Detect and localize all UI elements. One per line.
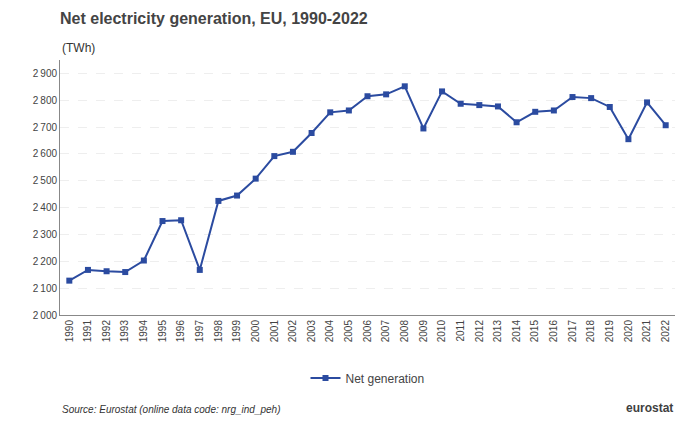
svg-text:2006: 2006 [362, 320, 373, 343]
svg-text:2019: 2019 [604, 320, 615, 343]
svg-text:1996: 1996 [175, 320, 186, 343]
svg-text:1990: 1990 [64, 320, 75, 343]
svg-text:2007: 2007 [380, 320, 391, 343]
svg-text:2012: 2012 [474, 320, 485, 343]
svg-text:2003: 2003 [306, 320, 317, 343]
svg-text:2008: 2008 [399, 320, 410, 343]
svg-text:2 300: 2 300 [33, 229, 58, 240]
svg-text:2017: 2017 [567, 320, 578, 343]
svg-text:Source: Eurostat (online data: Source: Eurostat (online data code: nrg_… [62, 404, 280, 415]
svg-text:2010: 2010 [436, 320, 447, 343]
svg-text:1995: 1995 [157, 320, 168, 343]
svg-text:1993: 1993 [119, 320, 130, 343]
svg-text:eurostat: eurostat [626, 401, 673, 415]
svg-text:2018: 2018 [585, 320, 596, 343]
svg-text:2013: 2013 [492, 320, 503, 343]
svg-text:Net electricity generation, EU: Net electricity generation, EU, 1990-202… [60, 10, 368, 27]
svg-text:2021: 2021 [641, 320, 652, 343]
svg-text:2 600: 2 600 [33, 148, 58, 159]
svg-text:2004: 2004 [324, 320, 335, 343]
svg-text:2 500: 2 500 [33, 175, 58, 186]
svg-text:2 700: 2 700 [33, 122, 58, 133]
svg-text:2 200: 2 200 [33, 256, 58, 267]
svg-text:2014: 2014 [511, 320, 522, 343]
svg-text:2001: 2001 [269, 320, 280, 343]
svg-text:(TWh): (TWh) [62, 41, 95, 55]
svg-text:2009: 2009 [418, 320, 429, 343]
svg-text:Net generation: Net generation [346, 372, 425, 386]
svg-text:1998: 1998 [213, 320, 224, 343]
svg-text:2 800: 2 800 [33, 95, 58, 106]
svg-text:2 000: 2 000 [33, 310, 58, 321]
svg-text:2016: 2016 [548, 320, 559, 343]
svg-text:2000: 2000 [250, 320, 261, 343]
svg-text:1991: 1991 [82, 320, 93, 343]
svg-text:1992: 1992 [101, 320, 112, 343]
svg-text:2002: 2002 [287, 320, 298, 343]
svg-text:2 900: 2 900 [33, 68, 58, 79]
svg-text:2015: 2015 [529, 320, 540, 343]
svg-text:2005: 2005 [343, 320, 354, 343]
svg-text:1999: 1999 [231, 320, 242, 343]
svg-text:2022: 2022 [660, 320, 671, 343]
svg-text:2020: 2020 [623, 320, 634, 343]
svg-text:2 100: 2 100 [33, 283, 58, 294]
svg-text:1997: 1997 [194, 320, 205, 343]
svg-text:2 400: 2 400 [33, 202, 58, 213]
svg-text:2011: 2011 [455, 320, 466, 342]
svg-text:1994: 1994 [138, 320, 149, 343]
